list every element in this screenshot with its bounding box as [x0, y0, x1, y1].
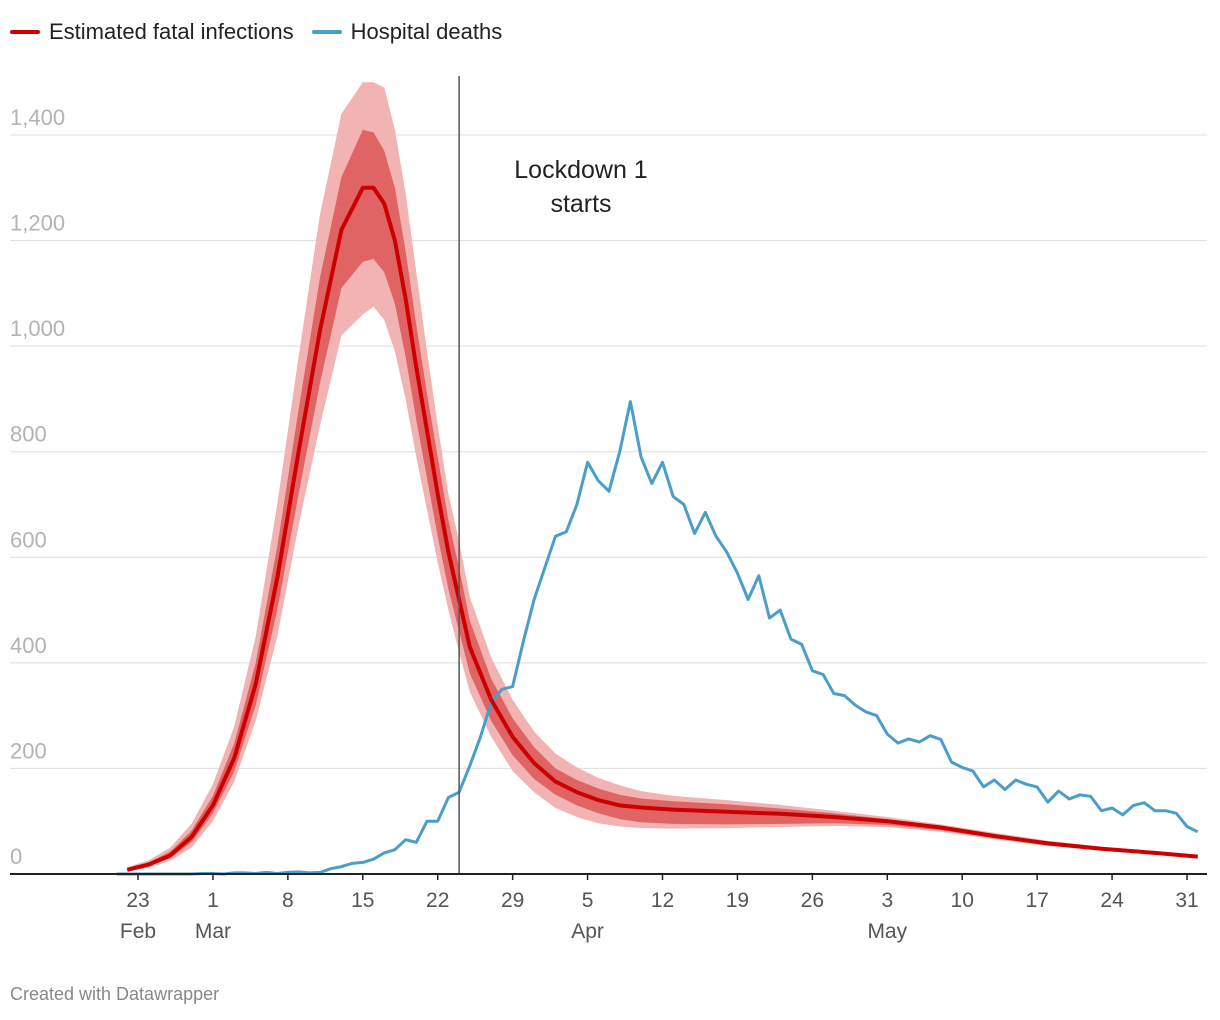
line-chart: 0 200 400 600 800 1,000 1,200 1,400 Lockdown 1 s…	[10, 76, 1207, 943]
y-tick-label: 1,000	[10, 316, 65, 341]
lockdown-annotation-text: Lockdown 1	[514, 156, 647, 184]
y-tick-label: 1,200	[10, 211, 65, 236]
x-tick-label: 26	[801, 889, 824, 912]
x-tick-label: 23	[126, 889, 149, 912]
lockdown-annotation-text: starts	[550, 190, 611, 218]
legend-label: Hospital deaths	[350, 19, 503, 44]
x-tick-label: 1	[207, 889, 219, 912]
x-tick-label: 10	[951, 889, 974, 912]
x-tick-label: 29	[501, 889, 524, 912]
y-tick-label: 800	[10, 422, 47, 447]
x-tick-label: 19	[726, 889, 749, 912]
outer-uncertainty-band	[127, 82, 1198, 872]
x-tick-label: 17	[1025, 889, 1048, 912]
x-tick-label: 8	[282, 889, 294, 912]
y-tick-label: 1,400	[10, 105, 65, 130]
x-tick-label: 5	[582, 889, 594, 912]
x-tick-label: 22	[426, 889, 449, 912]
x-tick-label: 24	[1100, 889, 1124, 912]
legend: Estimated fatal infections Hospital deat…	[10, 14, 520, 50]
x-axis: 23 Feb 1 Mar 8 15 22 29 5 Apr 12 19 26 3 May 10 17 24 31	[10, 873, 1207, 943]
uncertainty-bands	[127, 82, 1198, 872]
x-month-label: Apr	[571, 920, 604, 943]
y-axis-labels: 0 200 400 600 800 1,000 1,200 1,400	[10, 105, 65, 869]
legend-swatch-red	[10, 30, 40, 34]
legend-item-fatal-infections: Estimated fatal infections	[10, 19, 294, 45]
legend-item-hospital-deaths: Hospital deaths	[311, 19, 503, 45]
x-month-label: Feb	[120, 920, 156, 943]
y-tick-label: 400	[10, 633, 47, 658]
x-month-label: May	[867, 920, 907, 943]
credit-text: Created with Datawrapper	[10, 984, 220, 1004]
legend-label: Estimated fatal infections	[49, 19, 294, 44]
x-tick-label: 3	[881, 889, 893, 912]
legend-swatch-blue	[311, 30, 342, 34]
hospital-deaths-line	[116, 400, 1199, 876]
annotation: Lockdown 1 starts	[458, 76, 648, 874]
x-tick-label: 31	[1175, 889, 1198, 912]
y-gridlines	[10, 134, 1207, 769]
y-tick-label: 0	[10, 844, 22, 869]
y-tick-label: 200	[10, 738, 47, 763]
y-tick-label: 600	[10, 527, 47, 552]
x-tick-label: 12	[651, 889, 674, 912]
x-month-label: Mar	[195, 920, 231, 943]
x-tick-label: 15	[351, 889, 374, 912]
